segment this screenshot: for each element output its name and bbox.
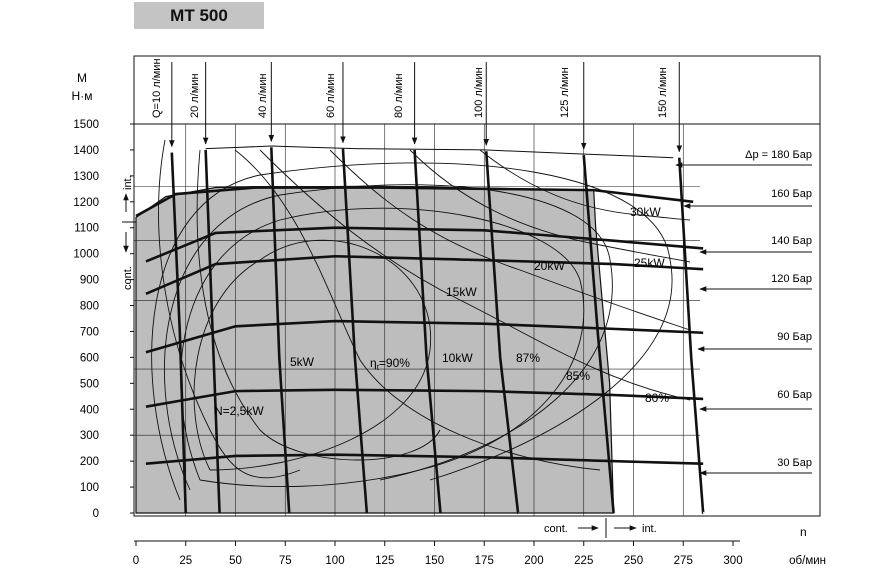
contour-curve [163, 184, 613, 491]
efficiency-label: 80% [645, 391, 669, 405]
pressure-line [145, 388, 704, 408]
x-axis-unit: об/мин [789, 555, 826, 567]
y-tick-label: 1200 [73, 197, 99, 209]
y-axis-label: M [77, 71, 87, 85]
flow-label: 80 л/мин [393, 73, 405, 118]
y-tick-label: 1000 [73, 249, 99, 261]
flow-label: 100 л/мин [473, 67, 485, 118]
chart-title: MT 500 [170, 6, 228, 25]
y-tick-label: 100 [80, 482, 99, 494]
y-tick-label: 700 [80, 326, 99, 338]
y-tick-label: 500 [80, 378, 99, 390]
y-tick-label: 1300 [73, 171, 99, 183]
contour-curve [329, 149, 691, 331]
y-tick-label: 1400 [73, 145, 99, 157]
flow-label: Q=10 л/мин [151, 58, 163, 118]
x-tick-label: 100 [325, 555, 344, 567]
y-tick-label: 200 [80, 456, 99, 468]
pressure-label: 90 Бар [777, 331, 812, 343]
flow-line [677, 157, 705, 514]
pressure-label: 120 Бар [771, 273, 812, 285]
contour-curve [158, 139, 301, 479]
pressure-line [205, 145, 674, 159]
flow-label: 60 л/мин [325, 73, 337, 118]
flow-label: 40 л/мин [257, 73, 269, 118]
x-tick-label: 200 [524, 555, 543, 567]
contour-curve [259, 149, 691, 401]
contour-curve [151, 162, 673, 501]
pressure-line [145, 453, 704, 466]
x-tick-label: 150 [425, 555, 444, 567]
efficiency-label-90: ηt=90% [370, 356, 410, 372]
region-label-cont: cont. [122, 266, 134, 290]
pressure-label: 30 Бар [777, 457, 812, 469]
x-tick-label: 175 [475, 555, 494, 567]
y-tick-label: 1100 [74, 223, 99, 235]
contour-curve [180, 207, 585, 488]
pressure-label: 140 Бар [771, 235, 812, 247]
flow-line [484, 151, 520, 514]
chart-title-box: MT 500 [134, 2, 264, 29]
contour-curve [193, 239, 432, 471]
flow-label: 150 л/мин [657, 67, 669, 118]
x-axis-label: n [800, 525, 807, 539]
efficiency-label: 85% [566, 369, 590, 383]
flow-label: 125 л/мин [559, 67, 571, 118]
x-tick-label: 25 [179, 555, 192, 567]
x-tick-label: 250 [624, 555, 643, 567]
y-axis-unit: Н·м [72, 89, 93, 103]
flow-line [413, 149, 442, 514]
y-tick-label: 400 [80, 404, 99, 416]
flow-line [204, 149, 221, 514]
power-label: 20kW [534, 259, 565, 273]
x-tick-label: 300 [723, 555, 742, 567]
power-label: 10kW [442, 351, 473, 365]
pressure-line [145, 254, 704, 296]
power-label: 25kW [634, 256, 665, 270]
x-tick-label: 0 [133, 555, 139, 567]
pressure-line [145, 319, 704, 354]
contour-curve [479, 149, 691, 221]
x-tick-label: 75 [279, 555, 292, 567]
efficiency-label: 87% [516, 351, 540, 365]
speed-label-cont: cont. [544, 523, 568, 535]
pressure-label: 60 Бар [777, 389, 812, 401]
flow-line [270, 147, 291, 514]
y-tick-label: 600 [80, 352, 99, 364]
flow-label: 20 л/мин [189, 73, 201, 118]
flow-line [582, 155, 615, 514]
pressure-label: 160 Бар [771, 188, 812, 200]
power-label: 30kW [630, 205, 661, 219]
y-tick-label: 800 [80, 301, 99, 313]
pressure-line [145, 226, 704, 263]
x-tick-label: 125 [375, 555, 394, 567]
x-tick-label: 225 [574, 555, 593, 567]
power-label: N=2,5kW [214, 404, 264, 418]
x-tick-label: 275 [674, 555, 693, 567]
x-tick-label: 50 [229, 555, 242, 567]
y-tick-label: 1500 [73, 119, 99, 131]
flow-line [341, 148, 369, 514]
pressure-label: Δp = 180 Бар [745, 149, 812, 161]
y-tick-label: 0 [93, 508, 99, 520]
y-tick-label: 300 [80, 430, 99, 442]
contour-curve [196, 149, 441, 461]
pressure-line [135, 186, 694, 218]
region-label-int: int. [122, 175, 134, 190]
power-label: 5kW [290, 355, 315, 369]
speed-label-int: int. [642, 523, 657, 535]
power-label: 15kW [446, 285, 477, 299]
flow-line [170, 152, 188, 514]
y-tick-label: 900 [80, 275, 99, 287]
